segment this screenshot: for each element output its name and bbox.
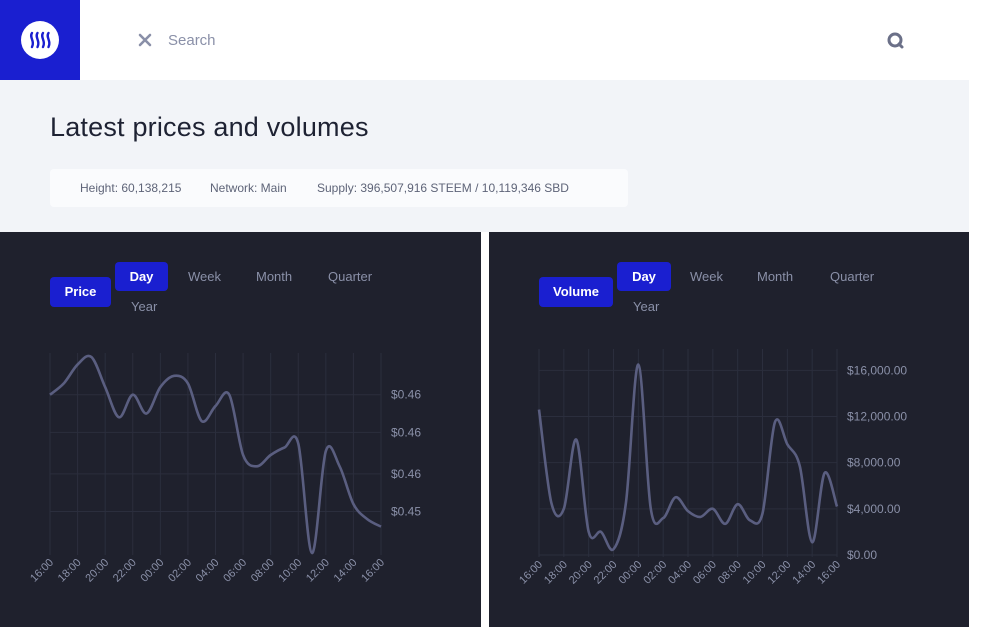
price-y-tick-label: $0.46 [391,388,421,402]
close-icon[interactable] [136,30,154,50]
right-edge [969,0,984,627]
price-y-tick-label: $0.45 [391,505,421,519]
price-x-tick-label: 06:00 [221,557,249,585]
volume-y-tick-label: $16,000.00 [847,363,907,377]
volume-tab-day[interactable]: Day [617,262,671,291]
price-tab-quarter[interactable]: Quarter [328,269,373,284]
volume-x-tick-label: 14:00 [790,559,818,587]
top-bar [0,0,969,80]
volume-panel: Volume Day Week Month Quarter Year 16:00… [489,232,969,627]
volume-series-line [537,363,839,552]
search-icon[interactable] [884,30,906,52]
price-x-tick-label: 20:00 [83,557,111,585]
volume-x-tick-label: 16:00 [815,559,843,587]
price-x-tick-label: 08:00 [249,557,277,585]
volume-x-tick-label: 10:00 [741,559,769,587]
panel-gap [481,232,489,627]
page-title: Latest prices and volumes [50,112,369,142]
header-section [0,80,969,232]
volume-x-tick-label: 04:00 [666,559,694,587]
volume-x-tick-label: 20:00 [567,559,595,587]
volume-x-tick-label: 02:00 [641,559,669,587]
price-y-tick-label: $0.46 [391,425,421,439]
stats-bar: Height: 60,138,215 Network: Main Supply:… [50,169,628,207]
volume-y-tick-label: $8,000.00 [847,456,901,470]
volume-tab-week[interactable]: Week [690,269,723,284]
volume-x-tick-label: 00:00 [617,559,645,587]
volume-x-tick-label: 16:00 [517,559,545,587]
price-x-tick-label: 12:00 [304,557,332,585]
price-chart: 16:00 18:00 20:00 22:00 00:00 02:00 04:00 06:00… [28,353,421,585]
stat-supply: Supply: 396,507,916 STEEM / 10,119,346 S… [317,181,569,195]
volume-y-tick-label: $12,000.00 [847,409,907,423]
price-series-line [49,354,382,555]
volume-tab-quarter[interactable]: Quarter [830,269,875,284]
volume-x-tick-label: 12:00 [766,559,794,587]
price-tab-week[interactable]: Week [188,269,221,284]
price-x-tick-label: 18:00 [56,557,84,585]
stat-network: Network: Main [210,181,287,195]
price-panel: Price Day Week Month Quarter Year 16:00 1… [0,232,481,627]
search-input[interactable] [168,28,768,52]
price-tab-month[interactable]: Month [256,269,293,284]
logo-box[interactable] [0,0,80,80]
steem-logo-icon [21,21,59,59]
volume-tab-year[interactable]: Year [633,299,660,314]
volume-y-tick-label: $0.00 [847,548,877,562]
price-x-tick-label: 22:00 [111,557,139,585]
volume-x-tick-label: 06:00 [691,559,719,587]
price-x-tick-label: 16:00 [359,557,387,585]
price-x-tick-label: 04:00 [194,557,222,585]
volume-x-tick-label: 22:00 [592,559,620,587]
price-y-tick-label: $0.46 [391,467,421,481]
volume-tab-month[interactable]: Month [757,269,794,284]
price-x-tick-label: 10:00 [276,557,304,585]
price-tab-day[interactable]: Day [115,262,168,291]
volume-x-tick-label: 18:00 [542,559,570,587]
price-type-button[interactable]: Price [50,277,111,307]
price-x-tick-label: 00:00 [139,557,167,585]
price-x-tick-label: 16:00 [28,557,56,585]
price-x-tick-label: 14:00 [332,557,360,585]
price-x-tick-label: 02:00 [166,557,194,585]
volume-x-tick-label: 08:00 [716,559,744,587]
volume-type-button[interactable]: Volume [539,277,613,307]
volume-y-tick-label: $4,000.00 [847,502,901,516]
price-tab-year[interactable]: Year [131,299,158,314]
volume-chart: 16:0018:0020:0022:0000:0002:0004:0006:00… [517,349,907,587]
stat-height: Height: 60,138,215 [80,181,182,195]
